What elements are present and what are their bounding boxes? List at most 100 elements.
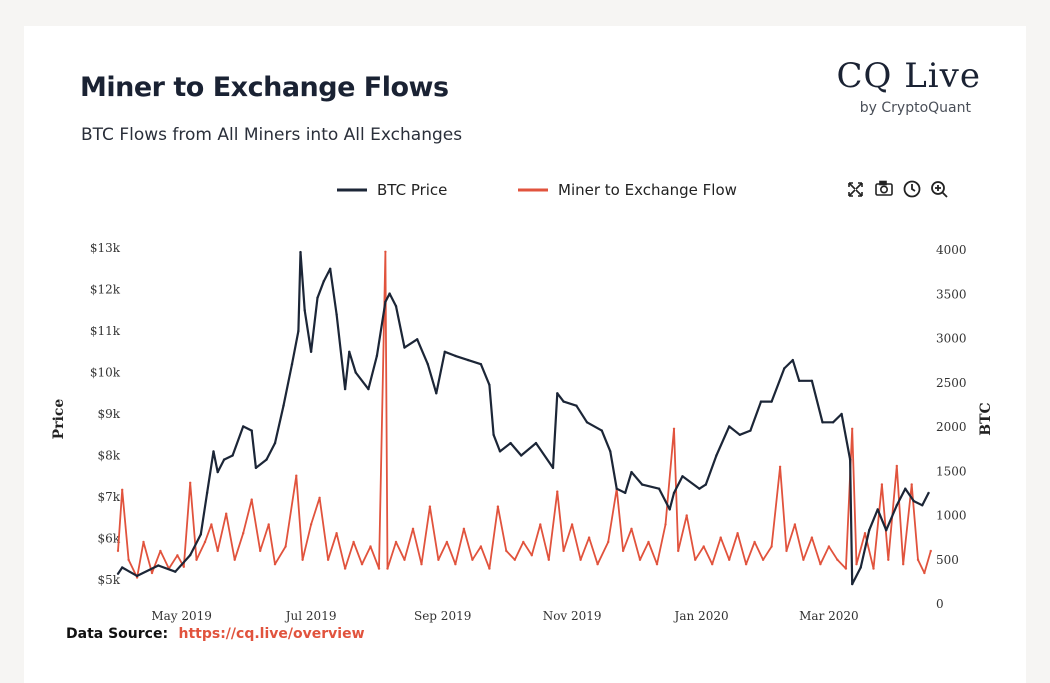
flow-point	[587, 536, 591, 539]
price-point	[509, 441, 512, 445]
flow-point	[513, 558, 516, 561]
price-point	[821, 421, 824, 424]
price-point	[698, 487, 701, 490]
flow-point	[437, 558, 440, 561]
price-point	[394, 304, 398, 308]
legend-label-flow[interactable]: Miner to Exchange Flow	[558, 181, 737, 199]
flow-point	[403, 558, 406, 561]
price-point	[250, 429, 253, 432]
price-point	[121, 566, 124, 569]
price-point	[575, 404, 578, 407]
fullscreen-icon[interactable]	[848, 182, 863, 197]
price-point	[135, 574, 139, 578]
price-point	[615, 487, 618, 490]
zoom-in-icon[interactable]	[931, 181, 948, 198]
price-point	[466, 358, 470, 362]
flow-point	[570, 523, 574, 526]
flow-point	[785, 549, 788, 553]
flow-point	[116, 549, 120, 553]
flow-point	[301, 558, 304, 561]
y-left-tick-label: $5k	[97, 573, 120, 587]
price-point	[265, 458, 268, 461]
flow-point	[596, 563, 599, 566]
y-right-axis-title: BTC	[978, 402, 994, 435]
flow-point	[923, 571, 926, 575]
price-point	[630, 470, 633, 474]
price-point	[231, 454, 234, 457]
price-point	[927, 491, 930, 495]
series-line-btc-price[interactable]	[117, 251, 930, 586]
flow-point	[176, 554, 179, 557]
price-point	[242, 425, 245, 428]
flow-point	[394, 540, 398, 544]
price-point	[492, 433, 495, 436]
y-right-tick-label: 3500	[936, 287, 967, 301]
legend-label-price[interactable]: BTC Price	[377, 181, 447, 199]
y-left-tick-label: $6k	[97, 532, 120, 546]
y-right-tick-label: 0	[936, 597, 944, 611]
x-tick-label: Mar 2020	[799, 609, 859, 623]
x-tick-label: Jan 2020	[673, 609, 729, 623]
flow-point	[295, 474, 298, 477]
price-point	[641, 483, 644, 486]
flow-point	[505, 549, 508, 553]
flow-point	[694, 558, 697, 561]
price-point	[912, 499, 915, 503]
flow-point	[677, 549, 680, 553]
flow-point	[309, 523, 313, 526]
camera-icon[interactable]	[875, 180, 893, 196]
plot-area[interactable]	[116, 250, 932, 586]
flow-point	[411, 527, 415, 530]
flow-point	[672, 427, 676, 430]
x-tick-label: May 2019	[151, 609, 212, 623]
flow-point	[539, 523, 542, 526]
price-point	[840, 412, 843, 416]
price-point	[254, 466, 258, 470]
price-point	[174, 570, 177, 573]
price-point	[831, 421, 835, 424]
flow-point	[778, 465, 782, 468]
price-point	[551, 466, 555, 470]
flow-point	[225, 512, 228, 515]
flow-point	[377, 567, 381, 570]
price-point	[199, 533, 202, 536]
price-point	[222, 458, 226, 461]
price-point	[388, 292, 391, 295]
data-source: Data Source: https://cq.live/overview	[66, 626, 365, 642]
flow-point	[488, 567, 491, 570]
flow-point	[664, 523, 667, 526]
flow-point	[142, 540, 145, 544]
price-point	[309, 350, 313, 353]
flow-point	[210, 523, 213, 526]
y-right-tick-label: 2500	[936, 376, 967, 390]
flow-point	[607, 540, 610, 544]
flow-point	[343, 567, 347, 570]
price-point	[715, 454, 718, 457]
flow-point	[863, 532, 867, 535]
logo-byline: by CryptoQuant	[859, 100, 971, 116]
flow-point	[428, 505, 432, 508]
price-point	[116, 572, 120, 575]
price-point	[624, 491, 627, 495]
flow-point	[736, 532, 739, 535]
flow-point	[719, 536, 722, 539]
data-source-link[interactable]: https://cq.live/overview	[178, 626, 365, 642]
flow-point	[127, 558, 130, 561]
flow-point	[159, 549, 162, 553]
series-line-miner-flow[interactable]	[117, 250, 932, 579]
price-point	[375, 354, 379, 358]
flow-point	[386, 567, 389, 570]
flow-point	[318, 496, 321, 499]
flow-point	[836, 558, 839, 561]
history-icon[interactable]	[903, 180, 921, 198]
y-left-tick-label: $8k	[97, 449, 120, 463]
price-point	[876, 508, 879, 511]
price-point	[585, 421, 589, 424]
legend[interactable]: BTC Price Miner to Exchange Flow	[337, 181, 737, 199]
flow-point	[711, 563, 714, 566]
price-point	[343, 387, 347, 391]
flow-point	[851, 427, 854, 430]
flow-point	[335, 532, 338, 535]
price-point	[704, 483, 707, 486]
